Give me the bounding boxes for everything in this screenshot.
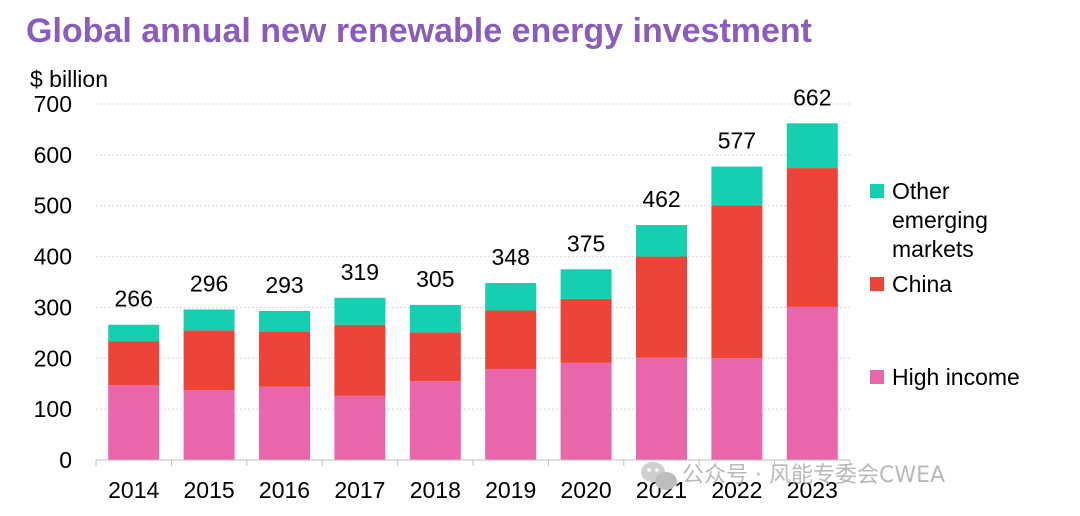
- x-tick-label: 2014: [108, 477, 159, 503]
- legend: Other emerging markets China High income: [870, 178, 1020, 390]
- bar-segment: [259, 386, 310, 460]
- legend-swatch: [870, 277, 884, 291]
- legend-label: emerging: [892, 207, 988, 233]
- bar-segment: [786, 123, 838, 169]
- total-label: 375: [567, 230, 605, 256]
- bar-segment: [485, 368, 537, 460]
- total-label: 577: [718, 128, 756, 154]
- bar-segment: [108, 385, 160, 460]
- bar-segment: [259, 310, 310, 332]
- bar-segment: [183, 390, 235, 460]
- x-tick-label: 2015: [184, 477, 235, 503]
- y-tick-label: 0: [59, 447, 72, 473]
- y-tick-label: 700: [34, 91, 72, 117]
- x-tick-label: 2016: [259, 477, 310, 503]
- total-label: 319: [341, 259, 379, 285]
- bar-segment: [560, 298, 612, 363]
- x-tick-label: 2023: [787, 477, 838, 503]
- bar-segment: [108, 324, 160, 342]
- legend-swatch: [870, 370, 884, 384]
- bar-segment: [786, 168, 838, 307]
- y-tick-label: 400: [34, 244, 72, 270]
- y-axis-label: $ billion: [30, 66, 108, 92]
- bar-segment: [259, 331, 310, 387]
- y-tick-label: 500: [34, 193, 72, 219]
- total-label: 266: [115, 286, 153, 312]
- total-label: 662: [793, 84, 831, 110]
- legend-label: China: [892, 271, 952, 297]
- x-axis: 2014 2015 2016 2017 2018 2019 2020 2021 2022 2023: [95, 459, 851, 503]
- chart-title: Global annual new renewable energy inves…: [26, 12, 812, 50]
- bar-segment: [636, 357, 687, 460]
- y-tick-label: 300: [34, 294, 72, 320]
- bar-segment: [786, 306, 838, 460]
- bar-segment: [560, 269, 612, 299]
- total-label: 296: [190, 270, 228, 296]
- total-label: 305: [416, 266, 454, 292]
- bar-segment: [485, 283, 537, 311]
- bar-segment: [183, 330, 235, 391]
- total-label: 293: [265, 272, 303, 298]
- y-tick-label: 600: [34, 142, 72, 168]
- bar-segment: [334, 297, 386, 325]
- watermark: 公众号 · 风能专委会CWEA: [641, 462, 945, 490]
- bar-segment: [711, 166, 763, 206]
- legend-label: Other: [892, 178, 950, 204]
- bar-segment: [334, 324, 386, 396]
- total-label: 348: [492, 244, 530, 270]
- legend-label: High income: [892, 364, 1020, 390]
- bar-segment: [485, 310, 537, 369]
- bar-segment: [711, 205, 763, 359]
- bar-segment: [183, 309, 235, 331]
- bar-segment: [108, 341, 160, 386]
- bar-segment: [636, 225, 687, 257]
- bar-segment: [636, 256, 687, 358]
- watermark-text: 公众号 · 风能专委会CWEA: [682, 463, 945, 488]
- wechat-icon: [641, 462, 677, 490]
- y-tick-label: 200: [34, 345, 72, 371]
- x-tick-label: 2018: [410, 477, 461, 503]
- bar-segment: [334, 395, 386, 460]
- total-label: 462: [642, 186, 680, 212]
- y-axis-ticks: 0 100 200 300 400 500 600 700: [34, 91, 72, 473]
- total-labels: 266 296 293 319 305 348 375 462 577 662: [115, 84, 832, 311]
- bar-segment: [560, 362, 612, 460]
- legend-swatch: [870, 184, 884, 198]
- bar-segment: [711, 358, 763, 460]
- x-tick-label: 2022: [711, 477, 762, 503]
- x-tick-label: 2017: [334, 477, 385, 503]
- bars: [108, 123, 838, 460]
- bar-segment: [409, 304, 461, 333]
- bar-segment: [409, 381, 461, 460]
- x-tick-label: 2019: [485, 477, 536, 503]
- y-tick-label: 100: [34, 396, 72, 422]
- x-tick-label: 2020: [561, 477, 612, 503]
- bar-segment: [409, 332, 461, 382]
- legend-label: markets: [892, 236, 974, 262]
